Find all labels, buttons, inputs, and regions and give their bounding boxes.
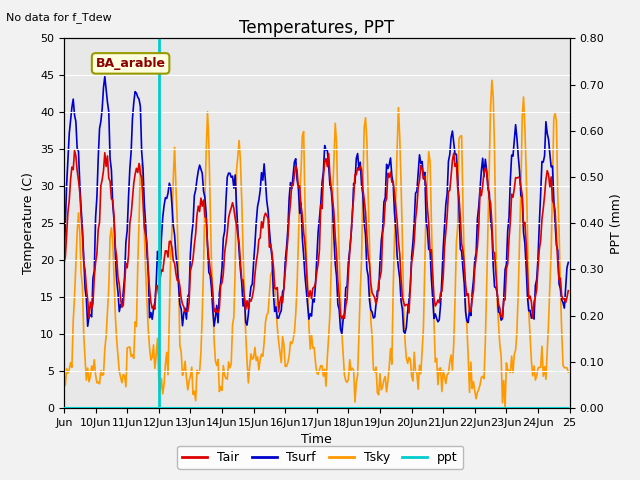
ppt (60, 405, 68, 411)
ppt (420, 405, 428, 411)
ppt (77, 405, 85, 411)
Line: Tsurf: Tsurf (64, 76, 568, 334)
Tsky (77, 270, 85, 276)
Tsky (60, 378, 68, 384)
Legend: Tair, Tsurf, Tsky, ppt: Tair, Tsurf, Tsky, ppt (177, 446, 463, 469)
Tsurf (338, 331, 346, 337)
Tsurf (321, 143, 328, 148)
Tair (497, 313, 505, 319)
ppt (561, 405, 568, 411)
Tsurf (497, 317, 505, 323)
Tsky (93, 380, 100, 386)
Tair (564, 288, 572, 293)
Tair (70, 148, 78, 154)
Line: Tsky: Tsky (64, 80, 568, 408)
Tsky (501, 405, 509, 411)
Tsurf (77, 205, 85, 211)
Text: BA_arable: BA_arable (95, 57, 166, 70)
Tair (422, 182, 430, 188)
ppt (495, 405, 502, 411)
Tsky (564, 369, 572, 375)
Title: Temperatures, PPT: Temperatures, PPT (239, 19, 394, 37)
Tair (94, 227, 102, 232)
Tsky (488, 77, 496, 83)
Tsurf (563, 265, 571, 271)
Tsurf (93, 194, 100, 200)
Line: Tair: Tair (64, 151, 568, 318)
Tsurf (101, 73, 109, 79)
ppt (93, 405, 100, 411)
Text: No data for f_Tdew: No data for f_Tdew (6, 12, 112, 23)
Tair (338, 315, 346, 321)
Tair (79, 233, 86, 239)
Tsky (420, 324, 428, 330)
Y-axis label: Temperature (C): Temperature (C) (22, 172, 35, 274)
Tair (321, 159, 328, 165)
Tair (563, 295, 571, 300)
Tsky (563, 365, 571, 371)
Tsky (496, 342, 504, 348)
Tsurf (60, 260, 68, 265)
ppt (319, 405, 327, 411)
Y-axis label: PPT (mm): PPT (mm) (610, 193, 623, 253)
Tsurf (564, 260, 572, 265)
Tair (60, 260, 68, 266)
Tsky (319, 373, 327, 379)
X-axis label: Time: Time (301, 433, 332, 446)
ppt (564, 405, 572, 411)
Tsurf (422, 216, 430, 222)
